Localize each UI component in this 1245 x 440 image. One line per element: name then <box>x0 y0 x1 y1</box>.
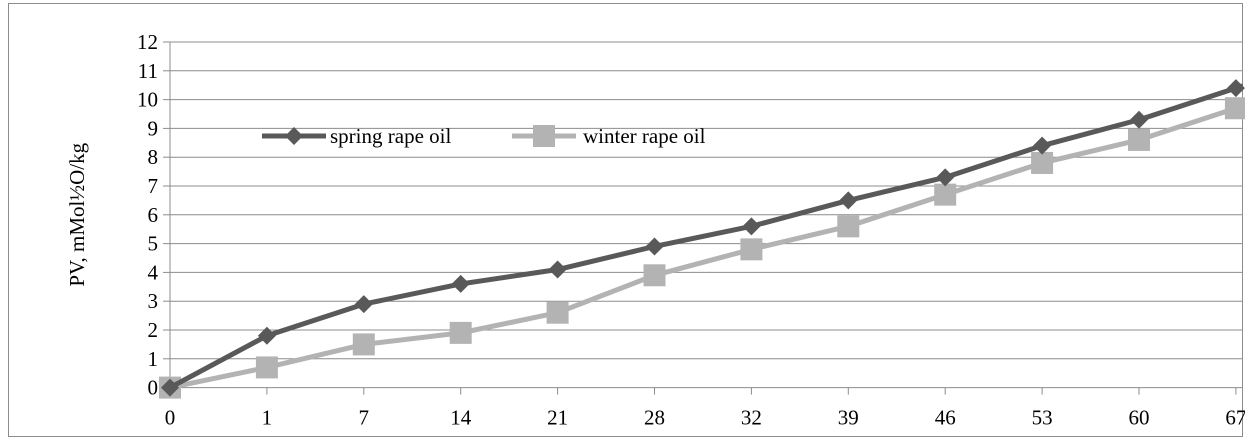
legend-item: spring rape oil <box>262 124 451 148</box>
y-tick-label: 9 <box>148 116 159 140</box>
x-tick-label: 32 <box>741 406 762 430</box>
square-data-point <box>352 333 375 356</box>
legend-label: winter rape oil <box>583 124 706 148</box>
x-tick-label: 46 <box>935 406 956 430</box>
x-tick-label: 7 <box>359 406 370 430</box>
x-tick-label: 1 <box>262 406 273 430</box>
y-tick-label: 10 <box>137 88 158 112</box>
square-data-point <box>1031 151 1054 174</box>
y-tick-label: 6 <box>148 203 159 227</box>
diamond-data-point <box>548 260 567 279</box>
y-tick-label: 12 <box>137 30 158 54</box>
y-tick-label: 7 <box>148 174 159 198</box>
y-tick-label: 3 <box>148 289 159 313</box>
y-tick-label: 4 <box>148 260 159 284</box>
series-spring-rape-oil <box>161 79 1245 397</box>
legend-diamond-icon <box>285 127 303 145</box>
square-data-point <box>1224 97 1245 120</box>
axes <box>163 41 1243 395</box>
x-tick-label: 21 <box>547 406 568 430</box>
x-tick-label: 28 <box>644 406 665 430</box>
y-tick-label: 11 <box>138 59 158 83</box>
series-line <box>169 103 1244 391</box>
y-axis-title: PV, mMol½O/kg <box>65 142 89 286</box>
x-tick-label: 67 <box>1225 406 1245 430</box>
square-data-point <box>837 215 860 238</box>
x-tick-label: 14 <box>450 406 472 430</box>
x-axis-tick-labels: 0 1 7 14 21 28 32 39 46 53 60 67 <box>165 406 1245 430</box>
gridlines <box>170 41 1243 360</box>
y-tick-label: 0 <box>148 376 159 400</box>
square-data-point <box>740 238 763 261</box>
y-tick-label: 1 <box>148 347 159 371</box>
series-layer <box>159 79 1245 399</box>
x-tick-label: 0 <box>165 406 176 430</box>
diamond-data-point <box>1033 136 1052 155</box>
diamond-data-point <box>742 217 761 236</box>
square-data-point <box>934 183 957 206</box>
diamond-data-point <box>936 168 955 187</box>
diamond-data-point <box>1226 79 1245 98</box>
legend: spring rape oil winter rape oil <box>262 124 706 148</box>
series-winter-rape-oil <box>159 97 1245 399</box>
diamond-data-point <box>257 326 276 345</box>
square-data-point <box>255 356 278 379</box>
square-data-point <box>546 301 569 324</box>
x-tick-label: 39 <box>838 406 859 430</box>
x-tick-label: 60 <box>1129 406 1150 430</box>
square-data-point <box>449 321 472 344</box>
x-tick-label: 53 <box>1032 406 1053 430</box>
square-data-point <box>1128 128 1150 151</box>
diamond-data-point <box>161 378 179 397</box>
y-tick-label: 8 <box>148 145 159 169</box>
diamond-data-point <box>839 191 858 210</box>
y-tick-label: 5 <box>148 232 159 256</box>
square-data-point <box>643 264 666 287</box>
legend-square-icon <box>533 125 555 147</box>
legend-label: spring rape oil <box>330 124 451 148</box>
y-tick-label: 2 <box>148 318 159 342</box>
diamond-data-point <box>1130 110 1148 129</box>
diamond-data-point <box>645 237 664 256</box>
legend-item: winter rape oil <box>512 124 706 148</box>
diamond-data-point <box>451 274 470 293</box>
diamond-data-point <box>354 295 373 314</box>
